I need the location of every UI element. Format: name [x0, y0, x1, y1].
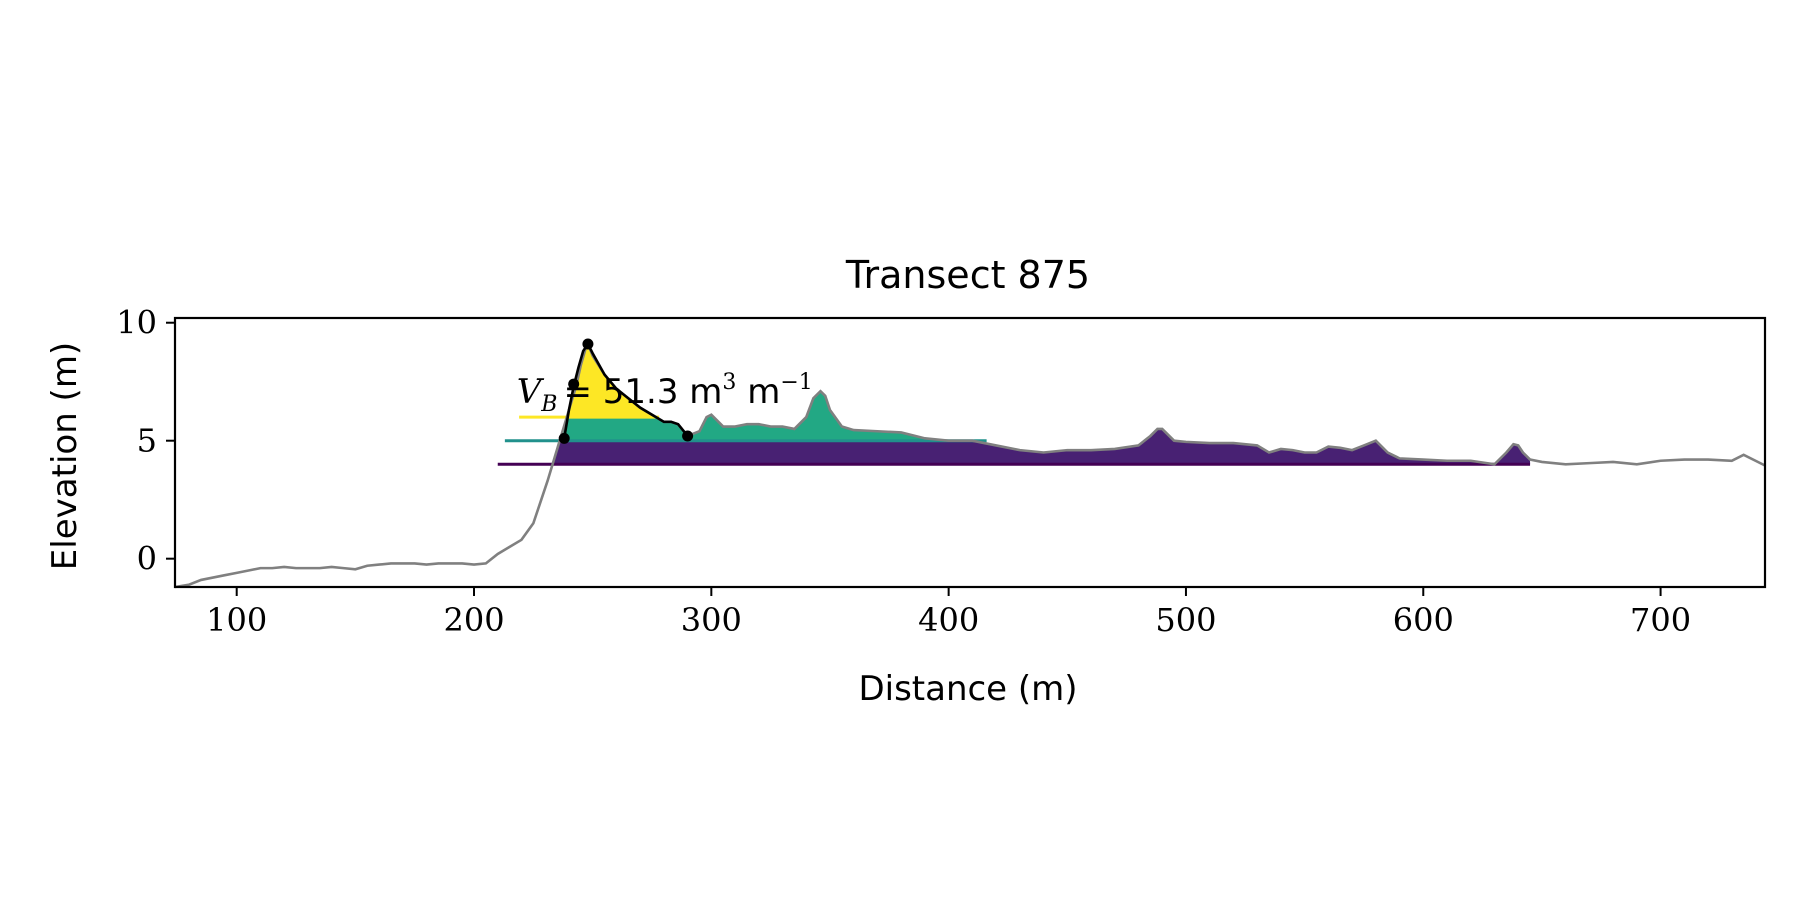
y-tick-label: 0 — [137, 540, 157, 578]
level-fills — [553, 343, 1531, 465]
y-axis-ticks: 0 5 10 — [116, 304, 175, 578]
y-tick-label: 10 — [116, 304, 157, 342]
annotation-symbol: V — [517, 372, 545, 412]
dune-outline — [562, 341, 689, 439]
x-tick-label: 100 — [206, 601, 267, 639]
dune-marker — [568, 378, 580, 390]
dune-marker — [582, 338, 594, 350]
annotation-unit-mid: m — [736, 372, 780, 412]
annotation-subscript: B — [540, 392, 557, 417]
x-tick-label: 200 — [443, 601, 504, 639]
x-tick-label: 600 — [1393, 601, 1454, 639]
level-lines — [497, 415, 1531, 466]
x-tick-label: 700 — [1630, 601, 1691, 639]
chart-title: Transect 875 — [845, 253, 1090, 297]
dune-marker — [558, 432, 570, 444]
plot-frame — [173, 316, 1767, 589]
annotation-exp1: 3 — [722, 370, 736, 395]
annotation-text: = 51.3 m — [563, 372, 722, 412]
y-axis-label: Elevation (m) — [45, 342, 85, 570]
x-tick-label: 300 — [681, 601, 742, 639]
dune-marker — [682, 430, 694, 442]
volume-annotation: VB = 51.3 m3 m−1 — [517, 370, 813, 417]
y-tick-label: 5 — [137, 422, 157, 460]
level-fill-1 — [560, 343, 948, 441]
level-fill-2 — [567, 343, 656, 418]
annotation-exp2: −1 — [780, 370, 812, 395]
dune-markers — [558, 338, 694, 444]
x-tick-label: 500 — [1155, 601, 1216, 639]
x-axis-ticks: 100 200 300 400 500 600 700 — [206, 587, 1691, 639]
level-fill-0 — [1495, 444, 1531, 465]
x-tick-label: 400 — [918, 601, 979, 639]
x-axis-label: Distance (m) — [858, 669, 1077, 709]
profile-line — [174, 340, 1766, 589]
